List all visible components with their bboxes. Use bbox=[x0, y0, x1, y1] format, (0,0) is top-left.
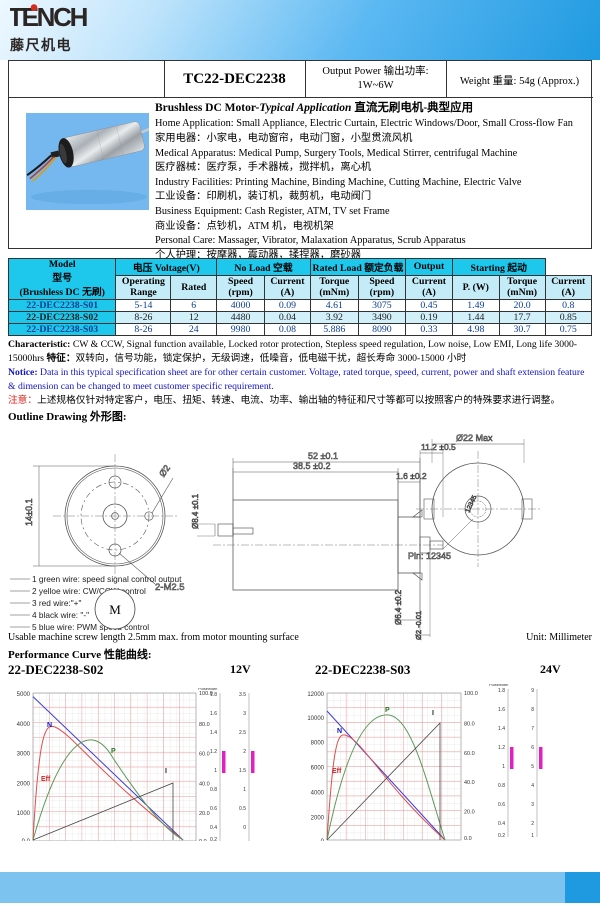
svg-text:1.5: 1.5 bbox=[239, 768, 246, 774]
svg-text:4000: 4000 bbox=[17, 722, 31, 728]
svg-text:TENCH: TENCH bbox=[10, 3, 88, 32]
svg-text:0.0: 0.0 bbox=[22, 839, 31, 841]
svg-text:0.0: 0.0 bbox=[199, 839, 207, 841]
svg-text:1 green wire: speed signal con: 1 green wire: speed signal control outpu… bbox=[32, 574, 182, 584]
svg-text:Eff: Eff bbox=[41, 776, 51, 783]
svg-text:Ø8.4 ±0.1: Ø8.4 ±0.1 bbox=[191, 493, 200, 529]
svg-text:20.0: 20.0 bbox=[464, 810, 475, 816]
svg-text:100.0: 100.0 bbox=[464, 691, 478, 697]
svg-text:0.2: 0.2 bbox=[210, 837, 217, 841]
svg-text:0.8: 0.8 bbox=[498, 783, 505, 789]
svg-text:0.0: 0.0 bbox=[464, 836, 472, 841]
svg-text:5: 5 bbox=[531, 764, 534, 770]
svg-text:Pulsewidth: Pulsewidth bbox=[489, 684, 508, 687]
svg-text:2.5: 2.5 bbox=[239, 730, 246, 736]
svg-text:1.6 ±0.2: 1.6 ±0.2 bbox=[396, 471, 427, 481]
svg-text:M: M bbox=[109, 602, 121, 617]
svg-text:Ø22 Max: Ø22 Max bbox=[456, 433, 493, 443]
svg-text:38.5 ±0.2: 38.5 ±0.2 bbox=[293, 461, 330, 471]
svg-text:0.6: 0.6 bbox=[210, 806, 217, 812]
svg-text:9: 9 bbox=[531, 688, 534, 694]
svg-text:11.2 ±0.5: 11.2 ±0.5 bbox=[421, 442, 456, 452]
svg-text:12345: 12345 bbox=[464, 494, 478, 514]
svg-text:1: 1 bbox=[531, 833, 534, 839]
svg-text:6: 6 bbox=[531, 745, 534, 751]
svg-text:12000: 12000 bbox=[307, 692, 324, 698]
svg-text:I: I bbox=[165, 768, 167, 775]
svg-text:40.0: 40.0 bbox=[464, 780, 475, 786]
svg-text:Eff: Eff bbox=[332, 768, 342, 775]
svg-text:5 blue wire: PWM speed control: 5 blue wire: PWM speed control bbox=[32, 622, 149, 632]
svg-text:0: 0 bbox=[321, 839, 325, 841]
svg-text:80.0: 80.0 bbox=[199, 722, 210, 728]
svg-text:1000: 1000 bbox=[17, 811, 31, 817]
svg-text:6000: 6000 bbox=[311, 766, 325, 772]
svg-text:1: 1 bbox=[243, 787, 246, 793]
svg-text:I: I bbox=[432, 710, 434, 717]
svg-text:0: 0 bbox=[243, 825, 246, 831]
svg-text:3: 3 bbox=[531, 802, 534, 808]
svg-text:1.4: 1.4 bbox=[210, 730, 217, 736]
svg-text:1.6: 1.6 bbox=[210, 711, 217, 717]
svg-text:Ø6.4 ±0.2: Ø6.4 ±0.2 bbox=[394, 589, 403, 625]
svg-text:0.4: 0.4 bbox=[498, 821, 505, 827]
svg-text:2: 2 bbox=[531, 821, 534, 827]
svg-text:2000: 2000 bbox=[311, 816, 325, 822]
svg-text:1.4: 1.4 bbox=[498, 726, 505, 732]
svg-text:1.2: 1.2 bbox=[210, 749, 217, 755]
svg-text:P: P bbox=[385, 707, 390, 714]
svg-text:0.4: 0.4 bbox=[210, 825, 217, 831]
svg-text:N: N bbox=[337, 728, 342, 735]
svg-text:Pin: 12345: Pin: 12345 bbox=[408, 551, 451, 561]
svg-text:2000: 2000 bbox=[17, 781, 31, 787]
svg-text:1: 1 bbox=[502, 764, 505, 770]
svg-text:1.6: 1.6 bbox=[498, 707, 505, 713]
svg-text:3 red wire:"+": 3 red wire:"+" bbox=[32, 598, 82, 608]
svg-text:3000: 3000 bbox=[17, 752, 31, 758]
svg-text:3.5: 3.5 bbox=[239, 692, 246, 698]
svg-text:1.8: 1.8 bbox=[210, 692, 217, 698]
svg-text:80.0: 80.0 bbox=[464, 721, 475, 727]
svg-text:0.5: 0.5 bbox=[239, 806, 246, 812]
svg-text:4 black wire: "-": 4 black wire: "-" bbox=[32, 610, 89, 620]
svg-text:2: 2 bbox=[243, 749, 246, 755]
svg-text:52 ±0.1: 52 ±0.1 bbox=[308, 451, 338, 461]
svg-text:1.2: 1.2 bbox=[498, 745, 505, 751]
svg-text:5000: 5000 bbox=[17, 692, 31, 698]
svg-text:14±0.1: 14±0.1 bbox=[24, 499, 34, 526]
svg-text:60.0: 60.0 bbox=[464, 751, 475, 757]
svg-text:8000: 8000 bbox=[311, 741, 325, 747]
svg-text:3: 3 bbox=[243, 711, 246, 717]
svg-text:0.8: 0.8 bbox=[210, 787, 217, 793]
svg-text:1: 1 bbox=[214, 768, 217, 774]
svg-text:4000: 4000 bbox=[311, 791, 325, 797]
svg-text:20.0: 20.0 bbox=[199, 811, 210, 817]
svg-text:4: 4 bbox=[531, 783, 534, 789]
svg-text:7: 7 bbox=[531, 726, 534, 732]
svg-text:0.2: 0.2 bbox=[498, 833, 505, 839]
svg-text:10000: 10000 bbox=[307, 716, 324, 722]
svg-text:60.0: 60.0 bbox=[199, 752, 210, 758]
svg-text:N: N bbox=[47, 722, 52, 729]
svg-text:Ø2: Ø2 bbox=[157, 463, 172, 479]
svg-text:0.6: 0.6 bbox=[498, 802, 505, 808]
svg-text:Pulsewidth: Pulsewidth bbox=[198, 688, 217, 691]
svg-text:8: 8 bbox=[531, 707, 534, 713]
svg-text:40.0: 40.0 bbox=[199, 781, 210, 787]
svg-text:1.8: 1.8 bbox=[498, 688, 505, 694]
svg-text:P: P bbox=[111, 748, 116, 755]
